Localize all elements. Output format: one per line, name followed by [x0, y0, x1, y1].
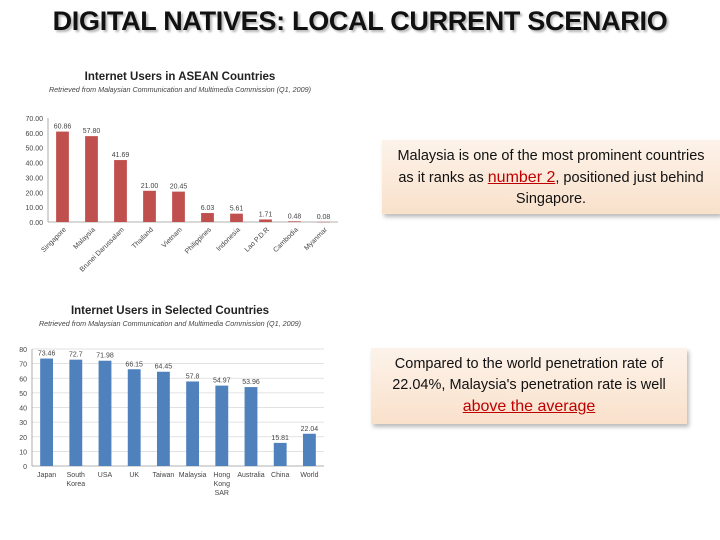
- y-tick-label: 40.00: [25, 161, 43, 168]
- y-tick-label: 10.00: [25, 205, 43, 212]
- penetration-callout: Compared to the world penetration rate o…: [371, 348, 687, 424]
- x-tick-label: South Korea: [66, 472, 85, 488]
- bar: [201, 213, 214, 222]
- x-tick-label: Japan: [37, 472, 56, 479]
- y-tick-label: 60: [19, 376, 27, 383]
- y-tick-label: 20: [19, 435, 27, 442]
- y-tick-label: 30.00: [25, 175, 43, 182]
- x-tick-label: Indonesia: [215, 226, 241, 252]
- data-label: 71.98: [96, 353, 114, 360]
- y-tick-label: 30: [19, 420, 27, 427]
- x-tick-label: China: [271, 472, 289, 479]
- data-label: 53.96: [242, 379, 260, 386]
- x-tick-label: UK: [129, 472, 139, 479]
- data-label: 57.8: [186, 373, 200, 380]
- data-label: 41.69: [112, 152, 130, 159]
- bar: [186, 381, 200, 466]
- bar: [244, 387, 258, 466]
- data-label: 54.97: [213, 378, 231, 385]
- bar: [85, 136, 98, 222]
- bar: [230, 213, 243, 222]
- x-tick-label: Hong Kong SAR: [213, 472, 230, 497]
- bar: [156, 371, 170, 466]
- y-tick-label: 50.00: [25, 146, 43, 153]
- data-label: 0.08: [317, 214, 331, 221]
- data-label: 72.7: [69, 352, 83, 359]
- y-tick-label: 20.00: [25, 190, 43, 197]
- x-tick-label: World: [300, 472, 318, 479]
- y-tick-label: 0.00: [29, 220, 43, 227]
- x-tick-label: Philippines: [184, 226, 213, 255]
- callout-text: Compared to the world penetration rate o…: [392, 356, 666, 393]
- data-label: 22.04: [301, 426, 319, 433]
- bar: [40, 358, 54, 466]
- chart-subtitle: Retrieved from Malaysian Communication a…: [39, 319, 301, 328]
- x-tick-label: Malaysia: [179, 472, 207, 479]
- data-label: 73.46: [38, 351, 56, 358]
- chart-title: Internet Users in ASEAN Countries: [85, 71, 276, 83]
- ranking-callout: Malaysia is one of the most prominent co…: [382, 140, 720, 214]
- bar: [215, 385, 229, 466]
- bar: [143, 190, 156, 222]
- x-tick-label: Cambodia: [272, 226, 300, 254]
- data-label: 21.00: [141, 183, 159, 190]
- x-tick-label: Singapore: [40, 226, 68, 254]
- data-label: 1.71: [259, 211, 273, 218]
- y-tick-label: 50: [19, 391, 27, 398]
- bar: [127, 369, 141, 466]
- data-label: 57.80: [83, 128, 101, 135]
- data-label: 66.15: [125, 361, 143, 368]
- x-tick-label: Thailand: [131, 226, 155, 250]
- bar: [69, 359, 83, 466]
- callout-text: Malaysia is one of the most prominent co…: [397, 148, 705, 186]
- y-tick-label: 70: [19, 362, 27, 369]
- x-tick-label: Australia: [237, 472, 264, 479]
- asean-chart-svg: Internet Users in ASEAN Countries Retrie…: [25, 71, 338, 274]
- callout-highlight: number 2: [487, 169, 556, 186]
- y-tick-label: 60.00: [25, 131, 43, 138]
- y-tick-label: 70.00: [25, 116, 43, 123]
- bar: [172, 191, 185, 222]
- y-tick-label: 80: [19, 347, 27, 354]
- y-tick-label: 40: [19, 406, 27, 413]
- x-tick-label: Lao P.D.R: [244, 226, 271, 253]
- y-tick-label: 0: [23, 464, 27, 471]
- x-tick-label: Malaysia: [72, 226, 97, 251]
- data-label: 64.45: [155, 364, 173, 371]
- selected-countries-chart: Internet Users in Selected Countries Ret…: [12, 298, 347, 510]
- data-label: 15.81: [271, 435, 289, 442]
- data-label: 20.45: [170, 184, 188, 191]
- bar: [259, 219, 272, 222]
- x-tick-label: Taiwan: [153, 472, 175, 479]
- data-label: 60.86: [54, 124, 72, 131]
- bar: [273, 442, 287, 466]
- callout-highlight: above the average: [462, 398, 596, 415]
- y-tick-label: 10: [19, 449, 27, 456]
- bar: [302, 433, 316, 466]
- bar: [98, 360, 112, 466]
- bar: [288, 221, 301, 222]
- data-label: 0.48: [288, 213, 302, 220]
- bar: [114, 160, 127, 222]
- callout-text-end: , positioned just behind Singapore.: [515, 170, 704, 207]
- data-label: 5.61: [230, 206, 244, 213]
- data-label: 6.03: [201, 205, 215, 212]
- chart-title: Internet Users in Selected Countries: [71, 305, 269, 317]
- x-tick-label: USA: [98, 472, 113, 479]
- slide-title: DIGITAL NATIVES: LOCAL CURRENT SCENARIO: [52, 6, 668, 36]
- chart-subtitle: Retrieved from Malaysian Communication a…: [49, 85, 311, 94]
- asean-chart: Internet Users in ASEAN Countries Retrie…: [12, 62, 347, 290]
- selected-countries-chart-svg: Internet Users in Selected Countries Ret…: [19, 305, 324, 497]
- x-tick-label: Myanmar: [303, 226, 329, 252]
- x-tick-label: Vietnam: [161, 226, 184, 249]
- bar: [56, 131, 69, 222]
